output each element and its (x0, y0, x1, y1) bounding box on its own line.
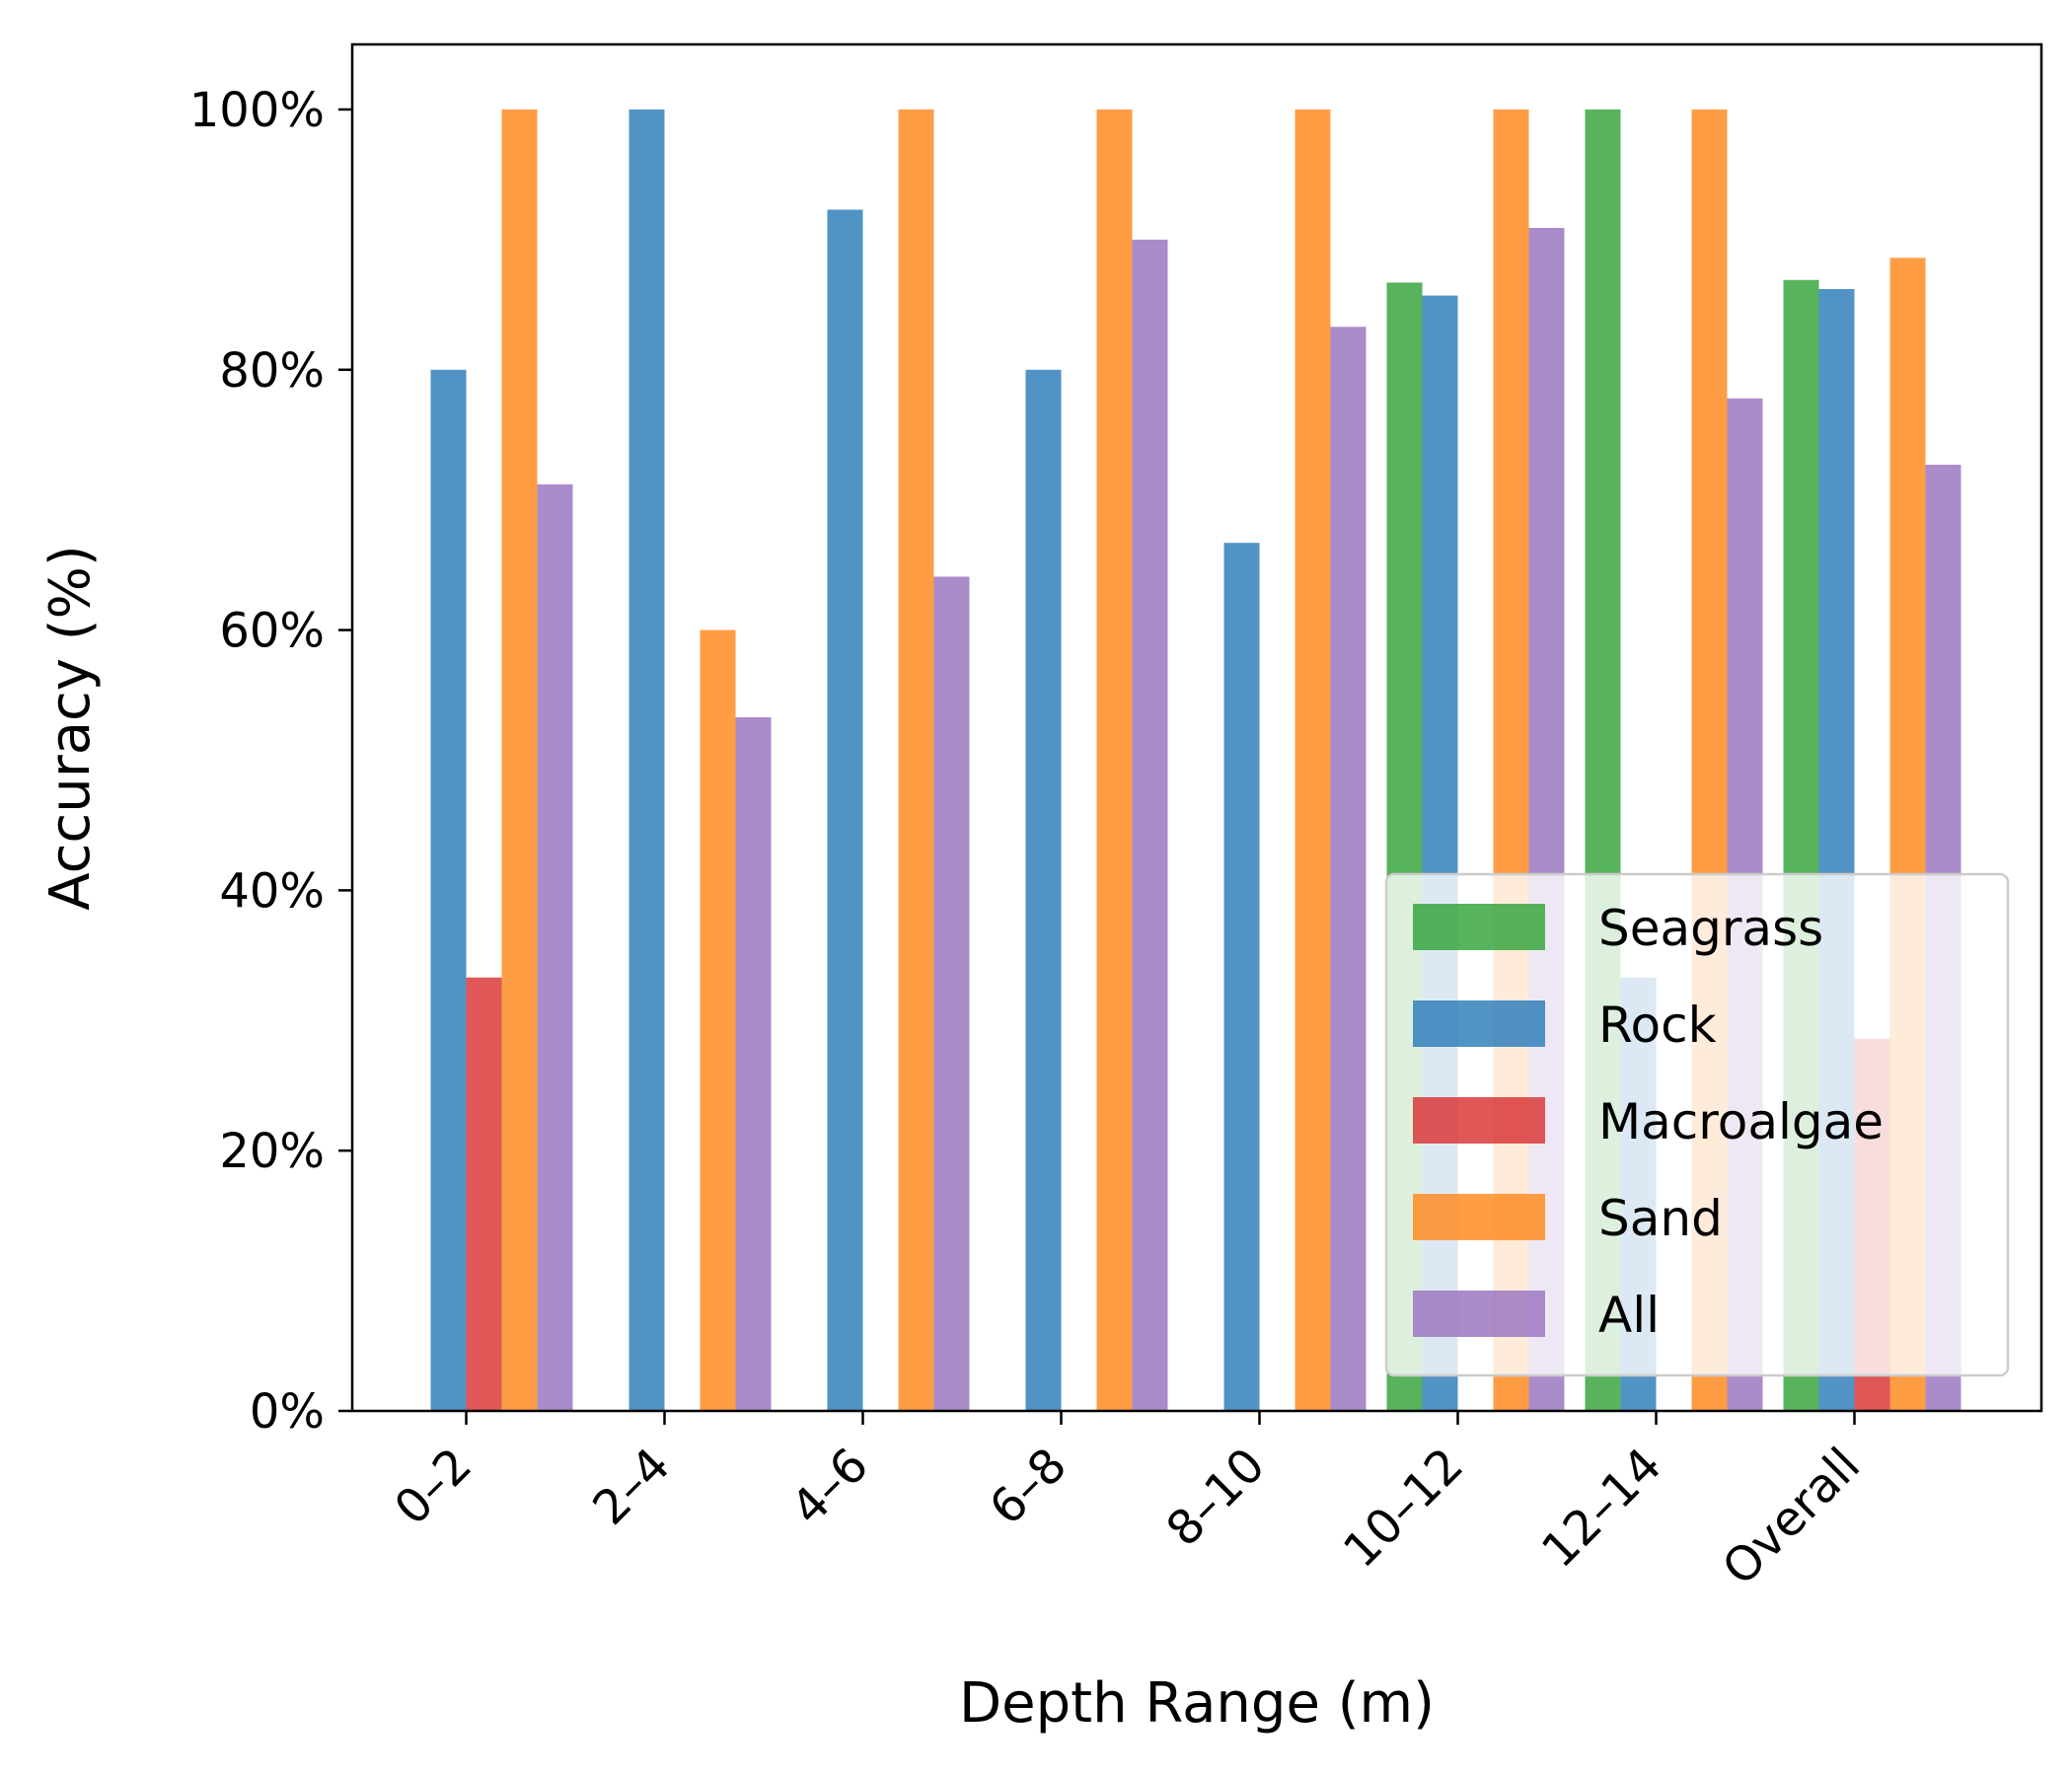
bar-rock-1 (629, 109, 665, 1411)
legend-label-sand: Sand (1598, 1190, 1723, 1247)
plot-frame (350, 42, 2043, 1413)
bar-all-2 (933, 576, 970, 1411)
x-tick-label: Overall (1712, 1438, 1871, 1596)
y-axis: 0% 20% 40% 60% 80% 100% (189, 83, 352, 1440)
bar-sand-1 (700, 629, 736, 1411)
y-tick-label: 60% (219, 604, 325, 659)
x-tick-label: 8–10 (1156, 1438, 1276, 1557)
x-tick-label: 2–4 (582, 1438, 681, 1536)
x-tick-label: 4–6 (780, 1438, 879, 1536)
bar-all-4 (1330, 327, 1367, 1411)
legend-swatch-macroalgae (1413, 1097, 1545, 1144)
y-tick-label: 80% (219, 343, 325, 399)
bar-sand-4 (1295, 109, 1331, 1411)
legend: Seagrass Rock Macroalgae Sand All (1384, 872, 2010, 1377)
bar-rock-0 (430, 369, 467, 1411)
x-tick-label: 6–8 (979, 1438, 1077, 1536)
bar-all-3 (1132, 239, 1168, 1411)
bar-all-0 (537, 483, 573, 1411)
legend-swatch-sand (1413, 1194, 1545, 1240)
x-axis-label: Depth Range (m) (959, 1671, 1435, 1736)
bar-sand-2 (898, 109, 934, 1411)
bar-all-1 (735, 716, 772, 1411)
bar-sand-0 (501, 109, 538, 1411)
bar-rock-3 (1025, 369, 1062, 1411)
x-tick-label: 12–14 (1531, 1438, 1672, 1579)
x-tick-label: 0–2 (384, 1438, 482, 1536)
bar-sand-3 (1096, 109, 1133, 1411)
bar-rock-4 (1223, 543, 1260, 1411)
x-axis: 0–2 2–4 4–6 6–8 8–10 10–12 12–14 Overall (384, 1411, 1871, 1596)
x-tick-label: 10–12 (1333, 1438, 1474, 1579)
y-tick-label: 40% (219, 863, 325, 919)
legend-swatch-rock (1413, 1000, 1545, 1047)
y-tick-label: 0% (250, 1384, 325, 1440)
legend-label-all: All (1598, 1287, 1660, 1344)
legend-frame (1384, 872, 2010, 1377)
bar-macroalgae-0 (466, 977, 502, 1411)
y-tick-label: 100% (189, 83, 325, 138)
legend-label-seagrass: Seagrass (1598, 900, 1823, 957)
legend-swatch-seagrass (1413, 904, 1545, 950)
bar-rock-2 (827, 209, 863, 1411)
y-tick-label: 20% (219, 1124, 325, 1179)
legend-label-rock: Rock (1598, 997, 1717, 1054)
legend-label-macroalgae: Macroalgae (1598, 1093, 1884, 1150)
y-axis-label: Accuracy (%) (38, 545, 103, 910)
legend-swatch-all (1413, 1291, 1545, 1337)
